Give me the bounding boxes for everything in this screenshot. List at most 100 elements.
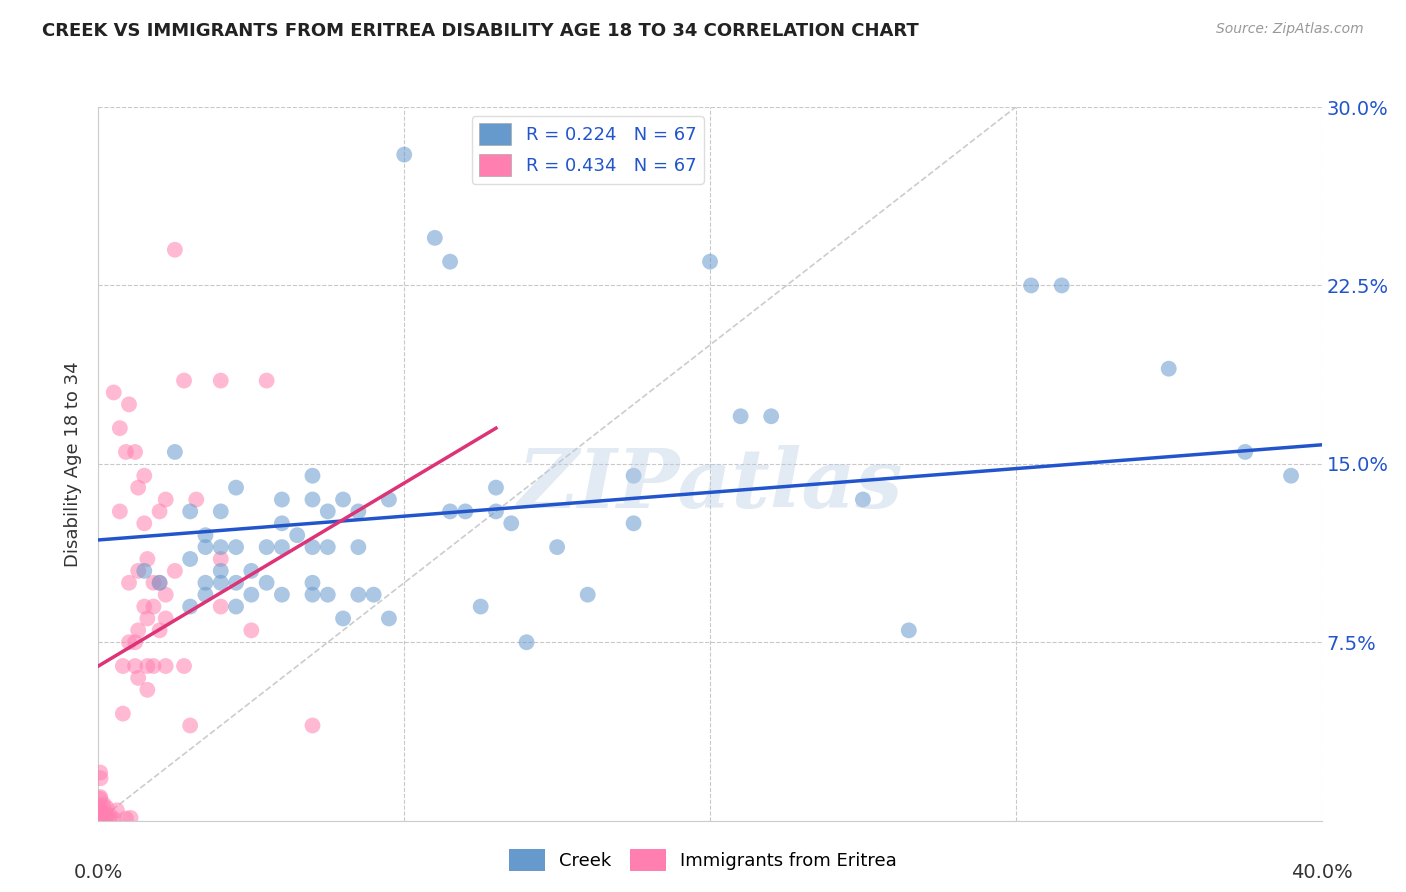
Point: [124, 445, 146, 459]
Point: [149, 504, 172, 518]
Point: [439, 254, 461, 268]
Point: [316, 540, 339, 554]
Point: [316, 504, 339, 518]
Point: [270, 492, 292, 507]
Point: [90, 805, 112, 820]
Point: [392, 147, 416, 161]
Point: [485, 481, 508, 495]
Point: [118, 575, 141, 590]
Point: [194, 540, 217, 554]
Point: [730, 409, 752, 424]
Point: [454, 504, 477, 518]
Point: [301, 575, 323, 590]
Point: [149, 624, 172, 638]
Point: [897, 624, 920, 638]
Point: [363, 588, 385, 602]
Point: [1234, 445, 1257, 459]
Point: [124, 659, 146, 673]
Text: ZIPatlas: ZIPatlas: [517, 445, 903, 525]
Point: [134, 599, 156, 614]
Point: [93, 797, 115, 812]
Point: [111, 659, 134, 673]
Point: [439, 504, 461, 518]
Point: [516, 635, 538, 649]
Point: [240, 588, 263, 602]
Point: [699, 254, 721, 268]
Point: [89, 790, 111, 805]
Point: [240, 624, 263, 638]
Point: [89, 791, 111, 805]
Point: [1019, 278, 1042, 293]
Point: [124, 635, 146, 649]
Point: [209, 575, 232, 590]
Point: [347, 504, 370, 518]
Point: [332, 492, 354, 507]
Point: [179, 504, 201, 518]
Point: [96, 801, 118, 815]
Y-axis label: Disability Age 18 to 34: Disability Age 18 to 34: [65, 361, 83, 566]
Point: [87, 800, 110, 814]
Point: [115, 812, 138, 826]
Point: [115, 445, 138, 459]
Point: [485, 504, 508, 518]
Point: [186, 492, 208, 507]
Point: [173, 374, 195, 388]
Point: [179, 552, 201, 566]
Point: [194, 575, 217, 590]
Point: [347, 588, 370, 602]
Point: [142, 659, 165, 673]
Point: [127, 564, 149, 578]
Point: [155, 588, 177, 602]
Point: [225, 575, 247, 590]
Point: [256, 575, 278, 590]
Point: [91, 800, 114, 814]
Point: [104, 813, 127, 827]
Point: [1279, 468, 1302, 483]
Point: [127, 624, 149, 638]
Point: [225, 599, 247, 614]
Point: [100, 808, 122, 822]
Point: [256, 374, 278, 388]
Point: [155, 492, 177, 507]
Point: [546, 540, 568, 554]
Point: [103, 385, 125, 400]
Point: [155, 659, 177, 673]
Point: [134, 516, 156, 531]
Point: [301, 540, 323, 554]
Text: Source: ZipAtlas.com: Source: ZipAtlas.com: [1216, 22, 1364, 37]
Point: [163, 445, 186, 459]
Point: [623, 468, 645, 483]
Point: [163, 243, 186, 257]
Point: [270, 540, 292, 554]
Point: [118, 635, 141, 649]
Point: [225, 481, 247, 495]
Point: [136, 552, 159, 566]
Point: [136, 682, 159, 697]
Point: [240, 564, 263, 578]
Point: [225, 540, 247, 554]
Point: [120, 811, 142, 825]
Point: [96, 807, 118, 822]
Text: 0.0%: 0.0%: [73, 863, 124, 882]
Point: [134, 564, 156, 578]
Point: [501, 516, 523, 531]
Point: [194, 588, 217, 602]
Point: [111, 706, 134, 721]
Point: [209, 564, 232, 578]
Point: [623, 516, 645, 531]
Legend: R = 0.224   N = 67, R = 0.434   N = 67: R = 0.224 N = 67, R = 0.434 N = 67: [471, 116, 704, 184]
Point: [285, 528, 308, 542]
Point: [127, 671, 149, 685]
Point: [89, 805, 111, 819]
Point: [108, 421, 131, 435]
Point: [108, 504, 131, 518]
Point: [87, 810, 110, 824]
Point: [134, 468, 156, 483]
Point: [1157, 361, 1180, 376]
Point: [316, 588, 339, 602]
Point: [149, 575, 172, 590]
Point: [90, 808, 112, 822]
Point: [98, 813, 121, 827]
Point: [332, 611, 354, 625]
Point: [270, 516, 292, 531]
